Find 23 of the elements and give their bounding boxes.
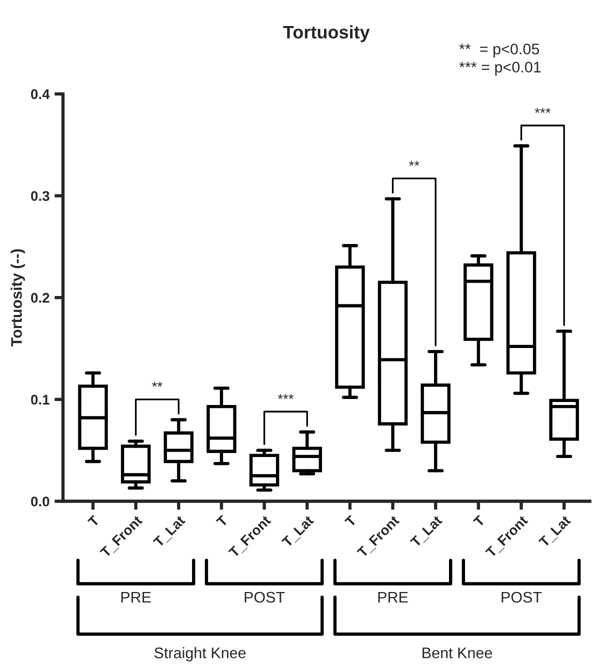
text: Straight Knee [154, 647, 246, 662]
y-axis-title: Tortuosity (--) [10, 249, 25, 346]
y-tick-label: 0.4 [31, 89, 50, 100]
text: *** = p<0.01 [459, 62, 541, 76]
x-tick-label: T [472, 514, 486, 528]
annotation: *** [278, 394, 294, 399]
text: ** = p<0.05 [459, 44, 540, 58]
x-tick-label: T [344, 514, 357, 528]
text: POST [502, 592, 542, 603]
chart-title: Tortuosity [283, 25, 370, 42]
text: Bent Knee [422, 648, 492, 658]
y-tick-label: 0.3 [31, 191, 50, 201]
text: PRE [378, 592, 408, 602]
annotation: ** [152, 382, 162, 387]
annotation: *** [534, 108, 551, 113]
y-tick-label: 0.1 [31, 394, 50, 405]
text: POST [244, 592, 285, 603]
y-tick-label: 0.2 [31, 292, 50, 303]
x-tick-label: T [87, 514, 100, 528]
text: PRE [121, 592, 151, 602]
y-tick-label: 0.0 [31, 496, 50, 506]
annotation: ** [409, 160, 420, 166]
x-tick-label: T [216, 514, 228, 528]
